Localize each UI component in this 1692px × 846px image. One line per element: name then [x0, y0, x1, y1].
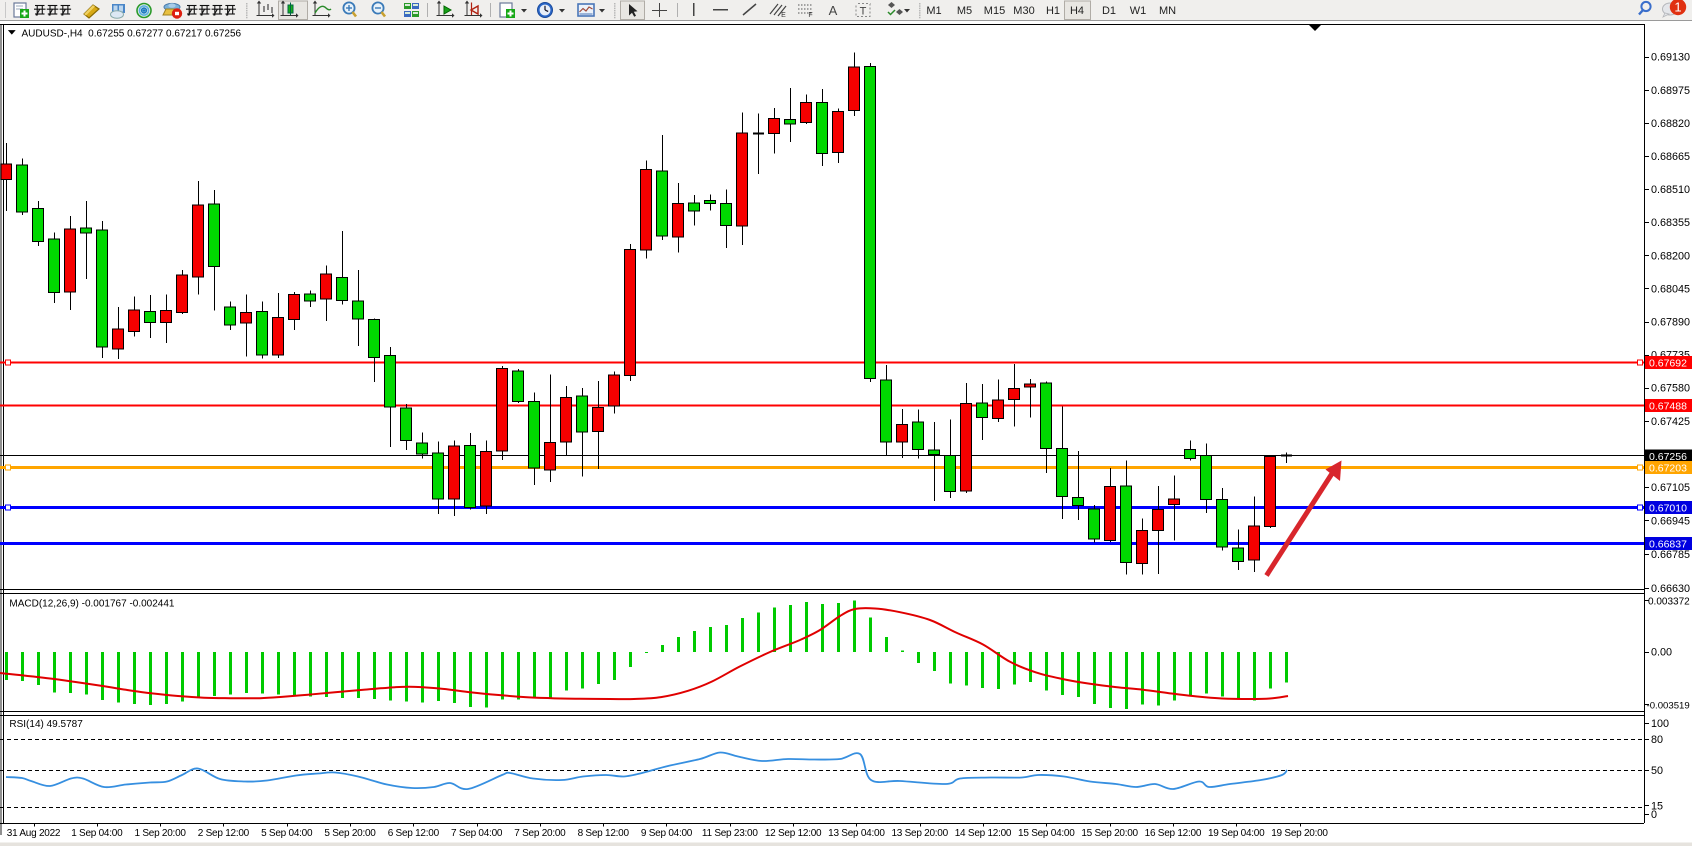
- svg-text:0.68665: 0.68665: [1651, 151, 1690, 163]
- svg-text:1 Sep 04:00: 1 Sep 04:00: [71, 828, 123, 839]
- svg-text:D1: D1: [1102, 5, 1116, 17]
- svg-text:0.67010: 0.67010: [1649, 503, 1687, 515]
- svg-text:0.00: 0.00: [1651, 647, 1672, 659]
- svg-text:0.67256: 0.67256: [1649, 451, 1687, 463]
- svg-text:E: E: [781, 12, 786, 19]
- svg-text:F: F: [808, 12, 812, 19]
- svg-text:MACD(12,26,9) -0.001767 -0.002: MACD(12,26,9) -0.001767 -0.002441: [9, 599, 175, 610]
- svg-text:7 Sep 04:00: 7 Sep 04:00: [451, 828, 503, 839]
- svg-text:0.003372: 0.003372: [1648, 596, 1690, 607]
- svg-text:9 Sep 04:00: 9 Sep 04:00: [641, 828, 693, 839]
- svg-text:H1: H1: [1046, 5, 1060, 17]
- svg-text:100: 100: [1651, 718, 1669, 730]
- svg-text:5 Sep 04:00: 5 Sep 04:00: [261, 828, 313, 839]
- svg-text:M5: M5: [957, 5, 972, 17]
- svg-text:15: 15: [1651, 800, 1663, 812]
- svg-text:5 Sep 20:00: 5 Sep 20:00: [324, 828, 376, 839]
- svg-text:-0.003519: -0.003519: [1647, 701, 1690, 712]
- svg-text:0.67692: 0.67692: [1649, 358, 1687, 370]
- svg-text:MN: MN: [1159, 5, 1176, 17]
- svg-text:1 Sep 20:00: 1 Sep 20:00: [135, 828, 187, 839]
- svg-text:M15: M15: [984, 5, 1005, 17]
- svg-text:0.66945: 0.66945: [1651, 515, 1690, 527]
- svg-text:M30: M30: [1013, 5, 1034, 17]
- svg-text:80: 80: [1651, 734, 1663, 746]
- svg-text:M1: M1: [926, 5, 941, 17]
- svg-text:7 Sep 20:00: 7 Sep 20:00: [514, 828, 566, 839]
- svg-text:0.68820: 0.68820: [1651, 118, 1690, 130]
- svg-text:50: 50: [1651, 765, 1663, 777]
- svg-text:H4: H4: [1070, 5, 1084, 17]
- svg-text:0.68045: 0.68045: [1651, 283, 1690, 295]
- svg-text:6 Sep 12:00: 6 Sep 12:00: [388, 828, 440, 839]
- svg-text:0.68200: 0.68200: [1651, 250, 1690, 262]
- svg-text:AUDUSD-,H4 0.67255 0.67277 0.: AUDUSD-,H4 0.67255 0.67277 0.67217 0.672…: [22, 29, 242, 40]
- svg-text:0.68975: 0.68975: [1651, 85, 1690, 97]
- svg-text:12 Sep 12:00: 12 Sep 12:00: [765, 828, 822, 839]
- svg-text:0.67425: 0.67425: [1651, 416, 1690, 428]
- svg-text:13 Sep 20:00: 13 Sep 20:00: [891, 828, 948, 839]
- svg-text:11 Sep 23:00: 11 Sep 23:00: [702, 828, 758, 839]
- svg-text:13 Sep 04:00: 13 Sep 04:00: [828, 828, 885, 839]
- svg-text:0.67203: 0.67203: [1649, 463, 1687, 475]
- svg-text:0.67105: 0.67105: [1651, 482, 1690, 494]
- svg-text:A: A: [829, 3, 838, 18]
- svg-text:8 Sep 12:00: 8 Sep 12:00: [578, 828, 630, 839]
- svg-text:0.66785: 0.66785: [1651, 549, 1690, 561]
- svg-text:0.69130: 0.69130: [1651, 52, 1690, 64]
- svg-text:2 Sep 12:00: 2 Sep 12:00: [198, 828, 250, 839]
- svg-text:16 Sep 12:00: 16 Sep 12:00: [1145, 828, 1202, 839]
- svg-text:0.68355: 0.68355: [1651, 217, 1690, 229]
- svg-text:15 Sep 04:00: 15 Sep 04:00: [1018, 828, 1075, 839]
- svg-text:31 Aug 2022: 31 Aug 2022: [7, 828, 61, 839]
- svg-text:0.68510: 0.68510: [1651, 184, 1690, 196]
- svg-text:0.66630: 0.66630: [1651, 583, 1690, 595]
- svg-text:0.67890: 0.67890: [1651, 317, 1690, 329]
- svg-text:0.66837: 0.66837: [1649, 538, 1687, 550]
- svg-text:W1: W1: [1130, 5, 1147, 17]
- svg-text:14 Sep 12:00: 14 Sep 12:00: [955, 828, 1012, 839]
- svg-text:19 Sep 04:00: 19 Sep 04:00: [1208, 828, 1265, 839]
- svg-text:RSI(14) 49.5787: RSI(14) 49.5787: [9, 719, 83, 730]
- svg-text:1: 1: [1674, 0, 1681, 15]
- svg-text:0: 0: [1651, 809, 1657, 821]
- svg-text:T: T: [860, 6, 867, 18]
- svg-text:0.67488: 0.67488: [1649, 401, 1687, 413]
- svg-text:15 Sep 20:00: 15 Sep 20:00: [1081, 828, 1138, 839]
- svg-text:19 Sep 20:00: 19 Sep 20:00: [1271, 828, 1328, 839]
- svg-text:0.67580: 0.67580: [1651, 383, 1690, 395]
